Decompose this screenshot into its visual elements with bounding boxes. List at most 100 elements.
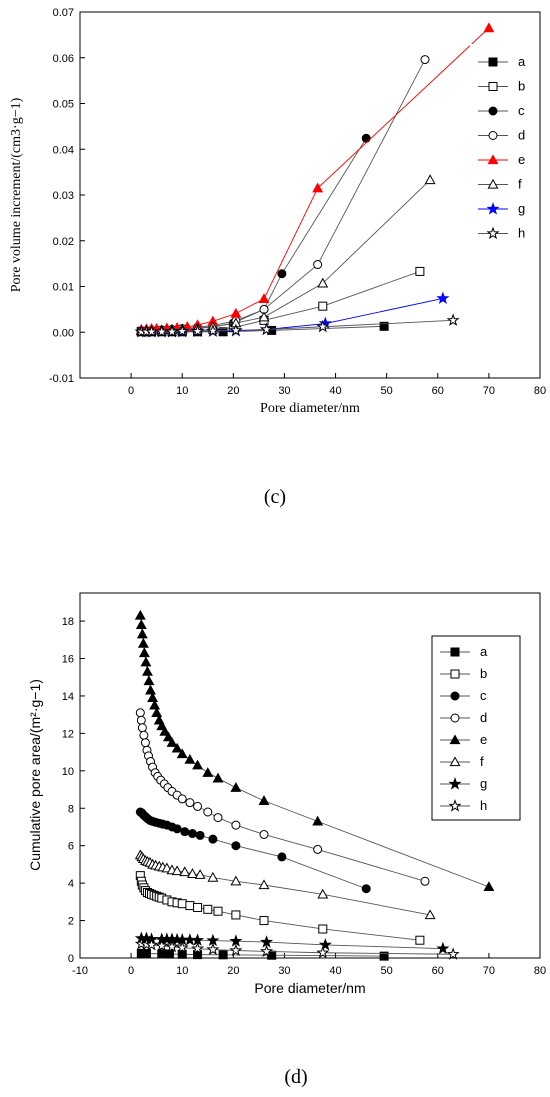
data-point-g — [260, 935, 274, 948]
data-point-a — [379, 951, 389, 961]
x-tick-label: 80 — [534, 965, 546, 977]
x-tick-label: 50 — [381, 965, 393, 977]
data-point-f — [186, 868, 198, 878]
data-point-g — [229, 934, 243, 947]
y-tick-label: 12 — [62, 728, 74, 740]
y-tick-label: 0.01 — [53, 282, 74, 294]
panel-label-d: (d) — [284, 1066, 307, 1088]
y-tick-label: 0 — [68, 953, 74, 965]
x-tick-label: 30 — [278, 965, 290, 977]
legend-label: b — [518, 79, 525, 94]
data-point-d — [313, 260, 323, 270]
data-point-d — [213, 813, 223, 823]
x-tick-label: 0 — [128, 965, 134, 977]
legend-marker-h — [448, 799, 462, 812]
data-point-b — [415, 266, 425, 276]
data-point-e — [176, 748, 188, 759]
series-e — [134, 609, 495, 892]
legend-background-c — [470, 44, 532, 244]
series-d — [136, 55, 430, 336]
data-point-d — [420, 876, 430, 886]
data-point-b — [231, 910, 241, 920]
legend-label: a — [518, 54, 526, 69]
data-point-h — [260, 944, 274, 958]
data-point-e — [192, 759, 204, 770]
legend-item-c: c — [478, 103, 525, 118]
data-point-e — [162, 731, 174, 742]
legend-label: d — [480, 710, 487, 725]
y-tick-label: 18 — [62, 616, 74, 628]
y-tick-labels-c: -0.01 0.00 0.01 0.02 0.03 0.04 0.05 0.06 0.07 — [49, 7, 85, 385]
data-point-h — [229, 323, 243, 336]
data-point-c — [277, 852, 287, 862]
data-point-h — [260, 322, 274, 336]
legend-item-e: e — [440, 732, 487, 747]
data-point-b — [185, 901, 195, 911]
data-point-b — [259, 916, 269, 926]
y-tick-label: 16 — [62, 654, 74, 666]
data-point-f — [258, 311, 270, 322]
x-tick-labels-c: 0 10 20 30 40 50 60 70 80 — [128, 373, 546, 397]
data-point-g — [436, 941, 450, 955]
legend-label: g — [518, 201, 525, 216]
data-point-g — [318, 938, 332, 951]
legend-item-g: g — [440, 776, 487, 791]
series-line-d — [141, 59, 426, 332]
data-point-c — [277, 269, 287, 279]
data-point-f — [258, 879, 270, 890]
series-line-c — [141, 138, 367, 332]
y-tick-label: 0.05 — [53, 99, 74, 111]
legend-marker-e — [449, 734, 461, 745]
data-point-h — [175, 940, 189, 954]
x-axis-title-d: Pore diameter/nm — [254, 980, 365, 996]
legend-item-h: h — [440, 798, 487, 813]
data-point-d — [135, 708, 145, 718]
x-tick-label: 60 — [432, 385, 444, 397]
legend-item-g: g — [478, 201, 525, 216]
x-tick-label: 40 — [329, 965, 341, 977]
legend-item-d: d — [478, 128, 525, 143]
data-point-c — [195, 830, 205, 840]
data-point-e — [135, 619, 147, 630]
data-point-c — [231, 841, 241, 851]
legend-marker-h — [486, 226, 500, 240]
data-point-h — [206, 942, 220, 956]
data-point-e — [258, 293, 270, 304]
series-line-e — [141, 27, 490, 330]
data-point-a — [157, 949, 167, 959]
data-point-a — [141, 949, 151, 959]
legend-marker-g — [448, 777, 462, 790]
legend-label: d — [518, 128, 525, 143]
legend-label: e — [518, 152, 525, 167]
legend-item-a: a — [478, 54, 526, 69]
legend-marker-c — [488, 106, 498, 116]
x-tick-labels-d: -10 0 10 20 30 40 50 60 70 80 — [72, 953, 546, 977]
data-point-e — [134, 609, 146, 620]
plot-area-d — [79, 592, 541, 959]
data-point-d — [203, 807, 213, 817]
y-tick-label: 0.07 — [53, 7, 74, 19]
legend-marker-c — [450, 691, 460, 701]
y-tick-label: -0.01 — [49, 373, 74, 385]
x-tick-label: 10 — [176, 965, 188, 977]
series-line-h — [141, 943, 454, 955]
legend-label: a — [480, 644, 488, 659]
legend-marker-e — [487, 154, 499, 165]
y-tick-label: 6 — [68, 841, 74, 853]
data-point-e — [143, 675, 155, 686]
data-point-e — [137, 637, 149, 648]
data-point-e — [230, 782, 242, 792]
x-tick-label: 20 — [227, 965, 239, 977]
data-point-c — [208, 834, 218, 844]
data-point-f — [424, 174, 436, 185]
y-tick-label: 8 — [68, 803, 74, 815]
legend-marker-f — [449, 756, 461, 767]
data-point-e — [140, 656, 152, 667]
data-point-d — [193, 801, 203, 811]
data-point-f — [207, 871, 219, 882]
series-group-c — [134, 22, 495, 338]
data-point-e — [142, 665, 153, 676]
series-c — [136, 133, 371, 336]
data-point-e — [166, 737, 178, 747]
data-point-h — [145, 938, 159, 951]
